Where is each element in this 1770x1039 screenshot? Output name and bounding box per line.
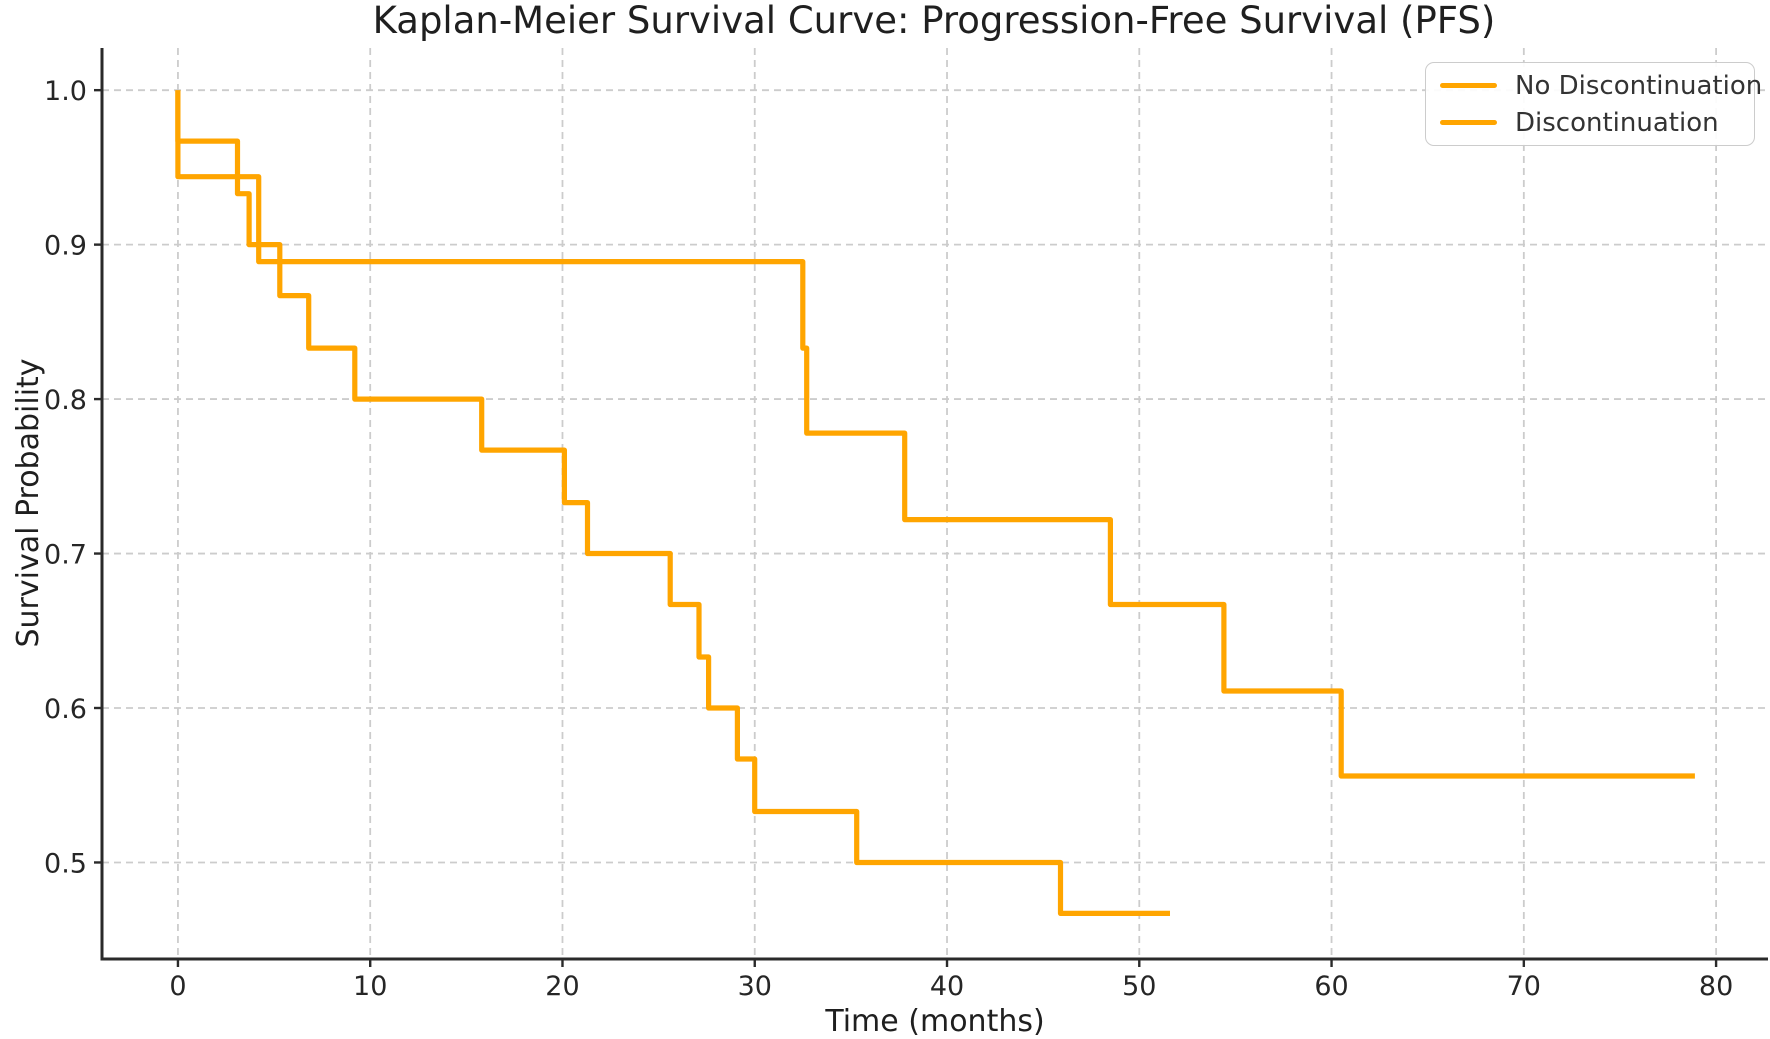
legend: No Discontinuation Discontinuation [1425,62,1762,146]
y-tick-label: 0.9 [44,231,87,262]
x-tick-label: 40 [930,971,964,1002]
y-tick-label: 0.6 [44,694,87,725]
legend-item-no-discontinuation: No Discontinuation [1440,67,1762,104]
x-tick-label: 20 [545,971,579,1002]
x-tick-label: 80 [1699,971,1733,1002]
survival-curve-discontinuation [175,90,1695,779]
survival-curve-no-discontinuation [175,90,1170,916]
x-tick-label: 60 [1314,971,1348,1002]
y-tick-label: 0.7 [44,540,87,571]
legend-label: No Discontinuation [1515,70,1763,101]
x-tick-label: 30 [738,971,772,1002]
y-tick-label: 0.5 [44,848,87,879]
no-discontinuation-line-swatch [1440,82,1497,89]
x-tick-label: 50 [1122,971,1156,1002]
x-tick-label: 10 [353,971,387,1002]
legend-item-discontinuation: Discontinuation [1440,104,1740,141]
y-tick-label: 0.8 [44,385,87,416]
legend-label: Discontinuation [1515,107,1719,138]
x-axis-label: Time (months) [824,1004,1044,1039]
x-tick-label: 0 [169,971,186,1002]
chart-title: Kaplan-Meier Survival Curve: Progression… [373,0,1496,42]
x-tick-label: 70 [1507,971,1541,1002]
y-axis-label: Survival Probability [11,358,46,647]
y-tick-label: 1.0 [44,76,87,107]
discontinuation-line-swatch [1440,119,1497,126]
